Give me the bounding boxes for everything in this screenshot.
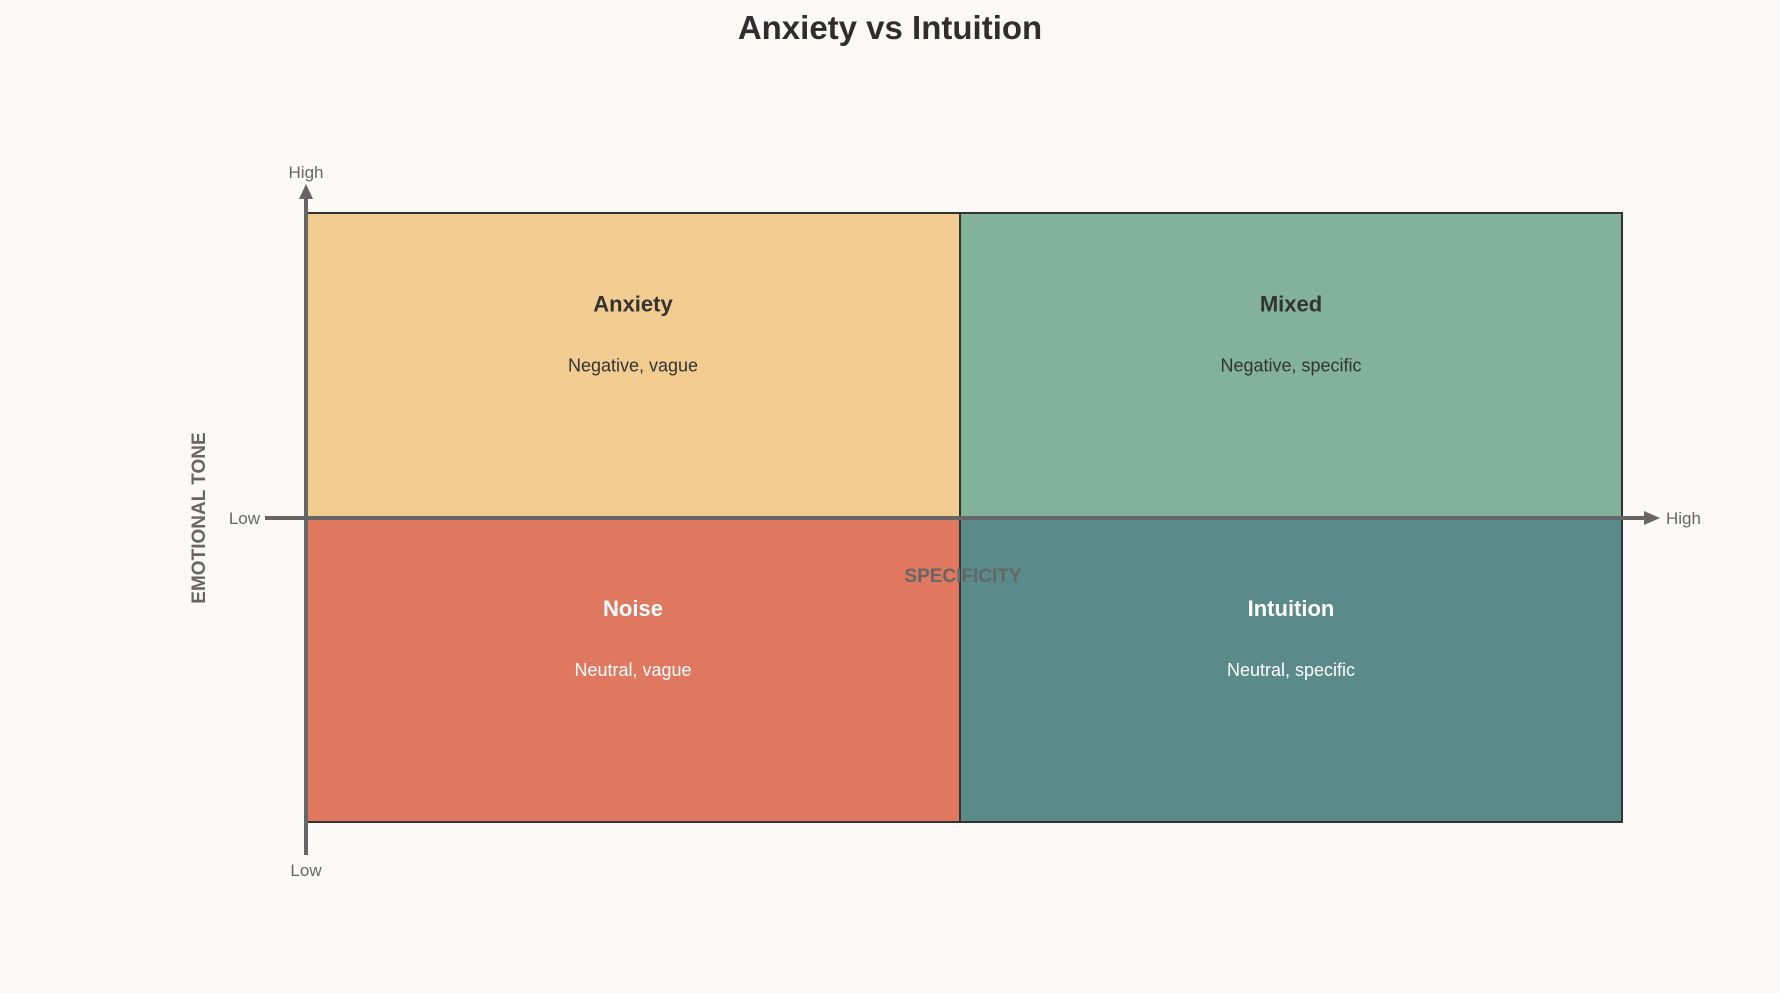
y-axis-high-label: High [289,163,324,182]
diagram-title: Anxiety vs Intuition [738,9,1042,46]
y-axis-low-label: Low [290,861,322,880]
quadrant-subtitle: Negative, vague [568,356,698,376]
x-axis-high-label: High [1666,509,1701,528]
x-axis-title: SPECIFICITY [904,566,1022,587]
quadrant-subtitle: Neutral, vague [574,660,691,680]
quadrant-title: Mixed [1260,292,1322,317]
quadrant-intuition: Intuition Neutral, specific [959,517,1623,823]
axes [265,184,1660,855]
quadrant-box [305,212,961,519]
quadrant-subtitle: Negative, specific [1220,356,1361,376]
quadrant-noise: Noise Neutral, vague [305,517,961,823]
quadrant-anxiety: Anxiety Negative, vague [305,212,961,519]
quadrant-box [959,212,1623,519]
y-axis-arrow-icon [299,184,313,199]
quadrant-title: Anxiety [593,292,673,317]
x-axis-arrow-icon [1644,511,1660,525]
quadrant-title: Noise [603,596,663,621]
quadrant-title: Intuition [1248,596,1335,621]
quadrant-mixed: Mixed Negative, specific [959,212,1623,519]
x-axis-low-label: Low [229,509,261,528]
y-axis-title: EMOTIONAL TONE [189,432,210,603]
quadrant-subtitle: Neutral, specific [1227,660,1355,680]
quadrant-box [959,517,1623,823]
